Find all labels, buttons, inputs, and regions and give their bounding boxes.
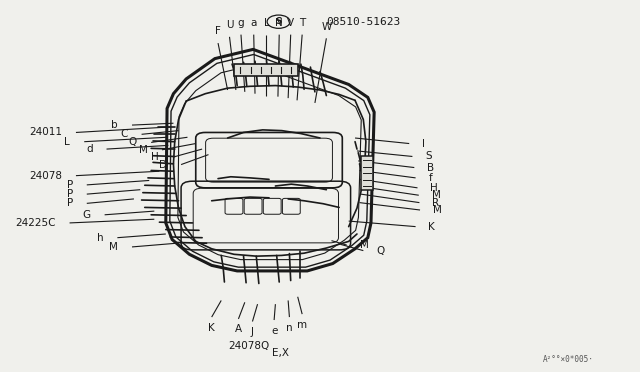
Bar: [234, 64, 298, 76]
Text: E,X: E,X: [272, 349, 289, 359]
Text: g: g: [237, 18, 244, 28]
Text: n: n: [286, 323, 292, 333]
Text: W: W: [321, 22, 332, 32]
Text: N: N: [275, 18, 283, 28]
Text: f: f: [428, 173, 432, 183]
Text: P: P: [67, 180, 73, 190]
Text: M: M: [109, 242, 118, 252]
Text: U: U: [226, 20, 233, 30]
Text: 24011: 24011: [29, 128, 62, 138]
Text: S: S: [425, 151, 432, 161]
Text: F: F: [215, 26, 221, 36]
Text: A²°°×0*005·: A²°°×0*005·: [543, 355, 594, 364]
Text: M: M: [360, 240, 369, 250]
Text: P: P: [67, 189, 73, 199]
Text: T: T: [299, 18, 305, 28]
Text: B: B: [427, 163, 434, 173]
Text: L: L: [65, 137, 70, 147]
Text: d: d: [86, 144, 93, 154]
Text: e: e: [271, 326, 277, 336]
Text: S: S: [275, 17, 282, 26]
Text: K: K: [428, 222, 435, 232]
Text: G: G: [83, 210, 91, 220]
Text: 08510-51623: 08510-51623: [326, 17, 401, 27]
Text: Q: Q: [129, 137, 137, 147]
Text: m: m: [297, 320, 307, 330]
Text: H: H: [151, 152, 159, 162]
Text: D: D: [159, 160, 167, 170]
Text: M: M: [139, 145, 148, 155]
Text: C: C: [120, 129, 127, 139]
Bar: [362, 157, 373, 190]
Text: R: R: [432, 198, 439, 208]
Text: L: L: [264, 18, 269, 28]
Text: K: K: [208, 323, 215, 333]
Text: H: H: [430, 183, 438, 193]
Text: M: M: [433, 205, 442, 215]
Text: Q: Q: [376, 246, 385, 256]
Text: 24078Q: 24078Q: [228, 341, 269, 351]
Text: J: J: [251, 327, 254, 337]
Text: a: a: [250, 18, 257, 28]
Text: 24078: 24078: [29, 171, 62, 181]
Text: I: I: [422, 138, 425, 148]
Text: 24225C: 24225C: [15, 218, 56, 228]
Text: V: V: [287, 18, 294, 28]
Text: b: b: [111, 120, 118, 130]
Text: M: M: [431, 190, 440, 200]
Text: h: h: [97, 233, 103, 243]
Text: A: A: [235, 324, 242, 334]
Text: P: P: [67, 198, 73, 208]
